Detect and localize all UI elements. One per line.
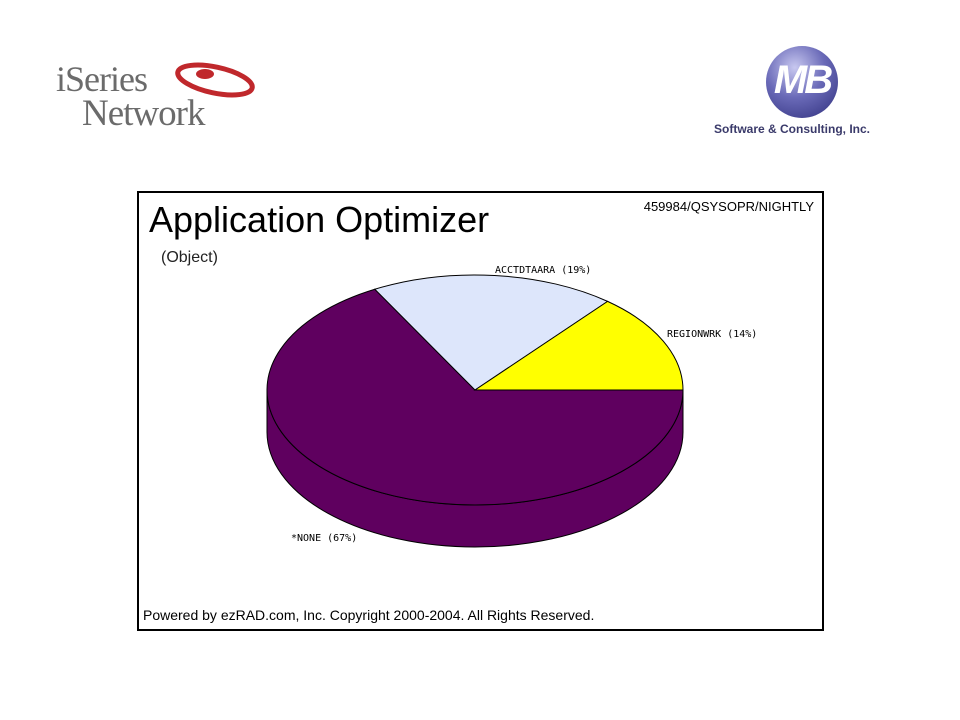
iseries-swoosh-icon (175, 62, 255, 98)
chart-title: Application Optimizer (149, 199, 490, 240)
chart-footer: Powered by ezRAD.com, Inc. Copyright 200… (143, 607, 595, 623)
iseries-logo-line1: iSeries (56, 59, 148, 99)
mb-logo-mark: MB (773, 58, 833, 102)
mb-logo-tagline: Software & Consulting, Inc. (714, 122, 871, 136)
pie-slice-0 (266, 288, 684, 506)
chart-job-label: 459984/QSYSOPR/NIGHTLY (643, 199, 814, 214)
pie-label-1: ACCTDTAARA (19%) (495, 265, 591, 276)
chart-panel: *NONE (67%) ACCTDTAARA (19%) REGIONWRK (14… (137, 191, 824, 631)
mb-software-logo: MB Software & Consulting, Inc. (704, 44, 904, 144)
pie-chart: *NONE (67%) ACCTDTAARA (19%) REGIONWRK (14… (266, 265, 757, 548)
pie-slice-1 (373, 274, 609, 391)
iseries-logo-line2: Network (82, 93, 205, 134)
pie-slice-2 (473, 300, 684, 391)
iseries-network-logo: iSeries Network (52, 56, 262, 136)
mb-sphere-icon (766, 46, 838, 118)
chart-subtitle: (Object) (161, 249, 218, 266)
pie-label-2: REGIONWRK (14%) (667, 329, 757, 340)
pie-label-0: *NONE (67%) (291, 533, 357, 544)
